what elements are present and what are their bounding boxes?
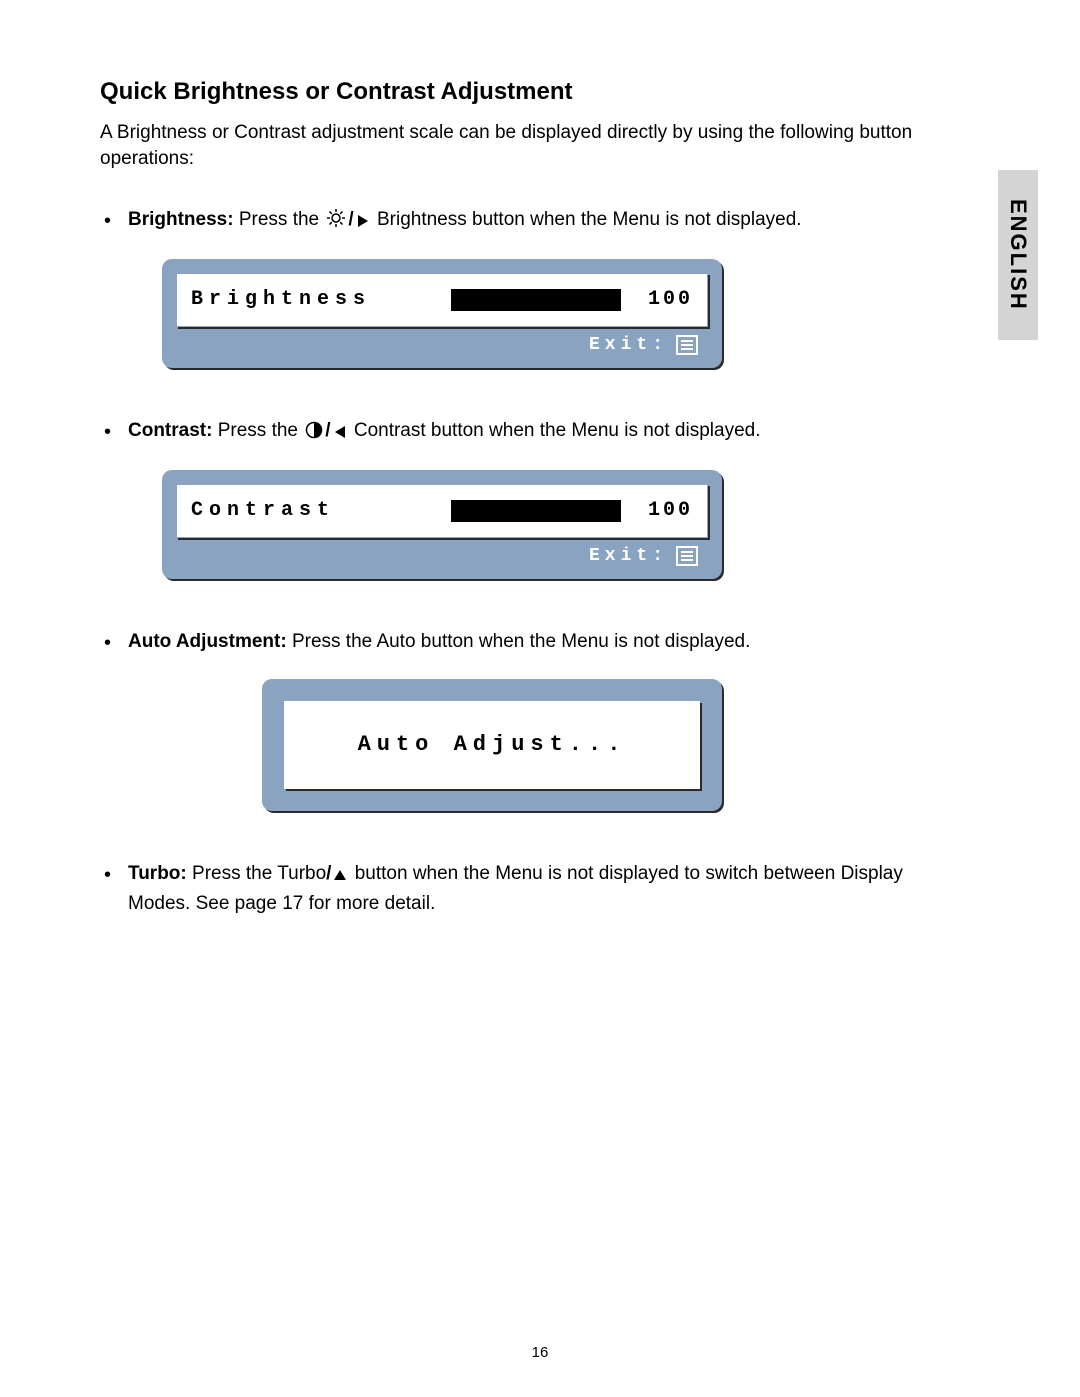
sun-icon: [326, 208, 346, 237]
auto-text: Press the Auto button when the Menu is n…: [287, 631, 751, 652]
triangle-right-icon: [356, 210, 370, 237]
slash-sep-3: /: [326, 863, 331, 884]
brightness-osd-footer: Exit:: [176, 327, 708, 358]
brightness-bar: [451, 289, 621, 311]
contrast-osd-footer: Exit:: [176, 538, 708, 569]
turbo-text1: Press the Turbo: [187, 863, 326, 884]
brightness-text1: Press the: [234, 209, 325, 230]
auto-osd-inner: Auto Adjust...: [284, 701, 700, 789]
brightness-osd-row: Brightness 100: [176, 273, 708, 327]
auto-osd-wrap: Auto Adjust...: [262, 679, 960, 811]
auto-osd-label: Auto Adjust...: [358, 730, 627, 761]
page-title: Quick Brightness or Contrast Adjustment: [100, 78, 980, 106]
contrast-icon: [305, 421, 323, 448]
contrast-label-bold: Contrast:: [128, 420, 212, 441]
contrast-osd-wrap: Contrast 100 Exit:: [162, 470, 960, 579]
contrast-osd-value: 100: [637, 497, 693, 525]
contrast-item: Contrast: Press the / Contrast button wh…: [128, 418, 980, 579]
brightness-osd: Brightness 100 Exit:: [162, 259, 722, 368]
brightness-item: Brightness: Press the / Brightness butto…: [128, 207, 980, 368]
brightness-label-bold: Brightness:: [128, 209, 234, 230]
page: ENGLISH Quick Brightness or Contrast Adj…: [0, 0, 1080, 1397]
controls-list: Brightness: Press the / Brightness butto…: [100, 207, 980, 917]
menu-icon: [676, 335, 698, 355]
contrast-bar: [451, 500, 621, 522]
turbo-label-bold: Turbo:: [128, 863, 187, 884]
brightness-osd-label: Brightness: [191, 286, 371, 314]
auto-label-bold: Auto Adjustment:: [128, 631, 287, 652]
brightness-exit-label: Exit:: [589, 333, 668, 358]
language-tab: ENGLISH: [998, 170, 1038, 340]
auto-osd: Auto Adjust...: [262, 679, 722, 811]
contrast-osd-row: Contrast 100: [176, 484, 708, 538]
page-number: 16: [0, 1344, 1080, 1361]
brightness-osd-value: 100: [637, 286, 693, 314]
brightness-bar-fill: [453, 291, 619, 309]
triangle-up-icon: [333, 864, 347, 891]
triangle-left-icon: [333, 421, 347, 448]
language-tab-label: ENGLISH: [1005, 199, 1031, 311]
slash-sep-2: /: [325, 420, 330, 441]
brightness-osd-wrap: Brightness 100 Exit:: [162, 259, 960, 368]
menu-icon: [676, 546, 698, 566]
intro-text: A Brightness or Contrast adjustment scal…: [100, 120, 980, 171]
contrast-osd-label: Contrast: [191, 497, 335, 525]
brightness-text2: Brightness button when the Menu is not d…: [372, 209, 802, 230]
turbo-item: Turbo: Press the Turbo/ button when the …: [128, 861, 980, 917]
contrast-osd: Contrast 100 Exit:: [162, 470, 722, 579]
contrast-text2: Contrast button when the Menu is not dis…: [349, 420, 761, 441]
contrast-bar-fill: [453, 502, 619, 520]
contrast-exit-label: Exit:: [589, 544, 668, 569]
auto-item: Auto Adjustment: Press the Auto button w…: [128, 629, 980, 812]
contrast-text1: Press the: [212, 420, 303, 441]
slash-sep: /: [348, 209, 353, 230]
